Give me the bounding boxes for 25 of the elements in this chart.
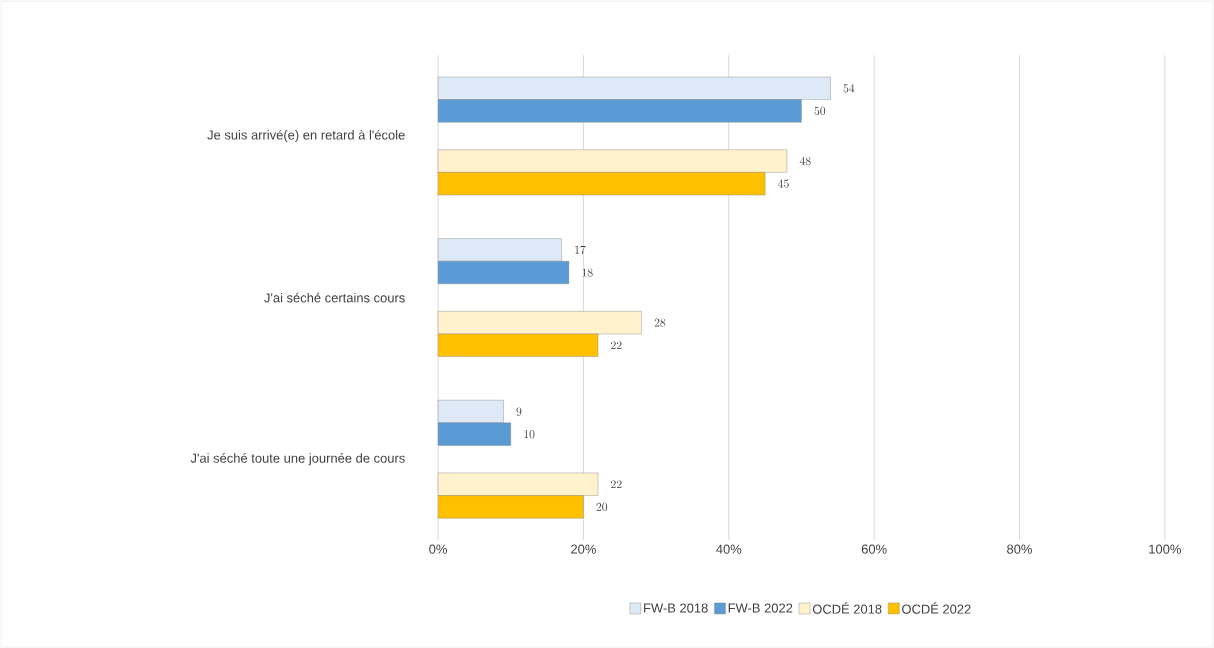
x-tick-label: 20%: [571, 544, 596, 554]
data-label: 45: [777, 179, 789, 188]
legend-label: OCDÉ 2022: [902, 602, 971, 614]
data-label: 54: [843, 84, 855, 93]
data-label: 28: [654, 318, 666, 327]
x-tick-label: 60%: [861, 544, 887, 554]
y-tick-label: J'ai séché certains cours: [264, 292, 405, 303]
x-tick-label: 0%: [429, 544, 447, 554]
data-label: 10: [524, 429, 535, 439]
x-tick-label: 80%: [1007, 544, 1032, 554]
data-label: 22: [611, 480, 622, 489]
data-label: 17: [575, 245, 586, 254]
data-label: 22: [611, 341, 622, 350]
data-label: 48: [799, 156, 811, 166]
y-tick-label: Je suis arrivé(e) en retard à l'école: [207, 129, 405, 143]
data-label: 9: [516, 407, 522, 416]
legend-label: FW-B 2018: [644, 603, 708, 613]
y-tick-label: J'ai séché toute une journée de cours: [190, 453, 405, 466]
legend-label: OCDÉ 2018: [812, 602, 882, 614]
data-label: 50: [814, 106, 826, 115]
x-tick-label: 40%: [716, 544, 742, 554]
data-label: 20: [596, 502, 608, 511]
legend-label: FW-B 2022: [728, 603, 793, 613]
data-label: 18: [582, 268, 593, 277]
x-tick-label: 100%: [1149, 544, 1181, 554]
